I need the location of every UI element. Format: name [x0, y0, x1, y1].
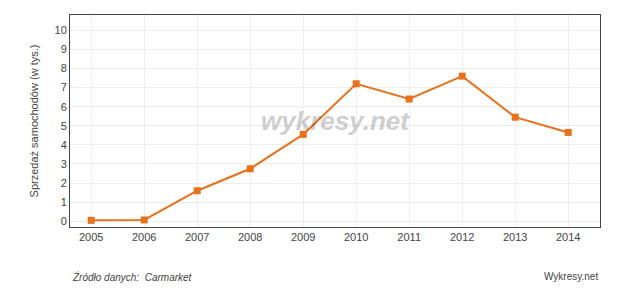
svg-text:Wykresy.net: Wykresy.net: [544, 271, 598, 282]
svg-text:2013: 2013: [503, 231, 527, 243]
svg-text:6: 6: [61, 101, 67, 113]
svg-text:wykresy.net: wykresy.net: [261, 106, 410, 136]
svg-text:8: 8: [61, 62, 67, 74]
svg-text:2012: 2012: [450, 231, 474, 243]
svg-text:9: 9: [61, 43, 67, 55]
svg-text:Sprzedaż samochodów (w tys.): Sprzedaż samochodów (w tys.): [28, 45, 40, 198]
svg-text:Źródło danych: Carmarket: Źródło danych: Carmarket: [72, 271, 193, 283]
svg-text:2010: 2010: [344, 231, 368, 243]
svg-text:3: 3: [61, 158, 67, 170]
svg-text:4: 4: [61, 139, 67, 151]
svg-text:2: 2: [61, 177, 67, 189]
svg-text:2014: 2014: [556, 231, 580, 243]
svg-text:10: 10: [55, 24, 67, 36]
svg-text:2011: 2011: [397, 231, 421, 243]
svg-text:2009: 2009: [291, 231, 315, 243]
svg-text:1: 1: [61, 196, 67, 208]
svg-text:2007: 2007: [185, 231, 209, 243]
svg-text:7: 7: [61, 81, 67, 93]
svg-text:5: 5: [61, 120, 67, 132]
svg-text:2005: 2005: [79, 231, 103, 243]
svg-text:2006: 2006: [132, 231, 156, 243]
svg-text:0: 0: [61, 215, 67, 227]
svg-text:2008: 2008: [238, 231, 262, 243]
